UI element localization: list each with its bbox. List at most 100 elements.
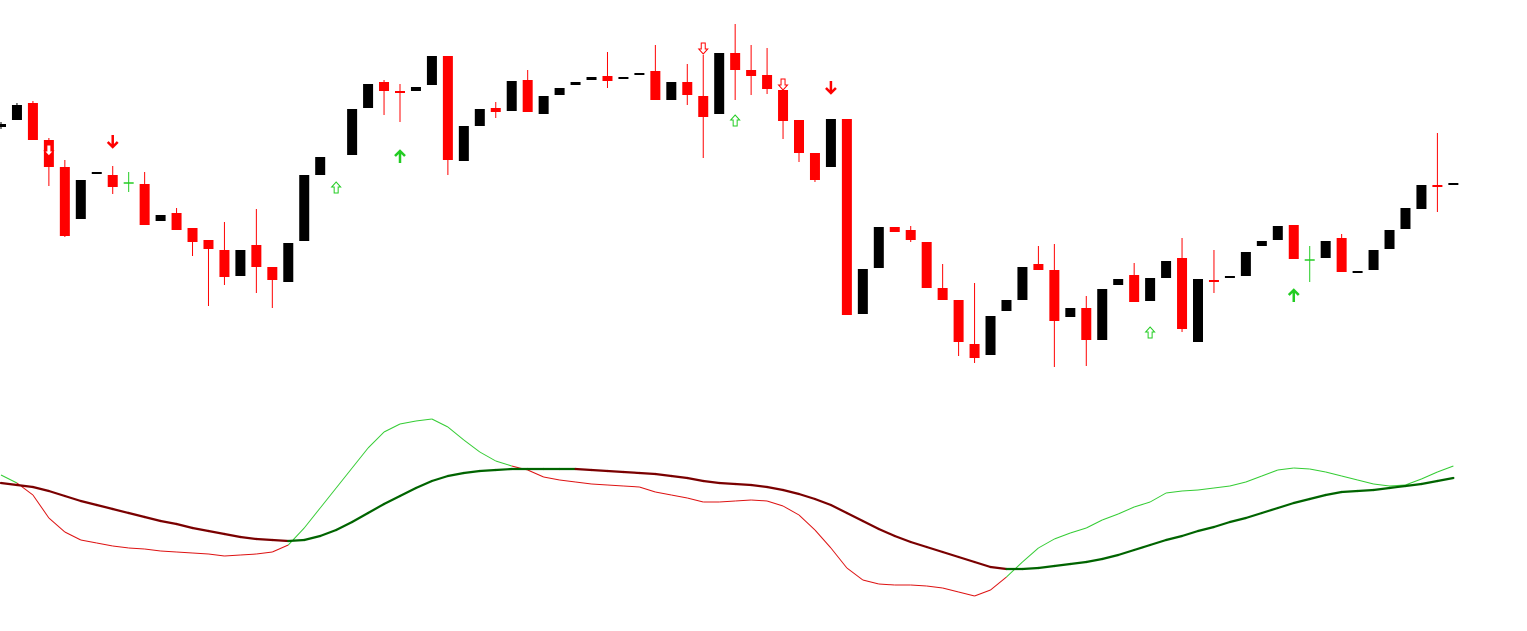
candle-body [1081, 308, 1092, 340]
slow-line-segment [638, 471, 657, 476]
slow-line-segment [303, 534, 322, 542]
candle-body [794, 120, 804, 153]
slow-line-segment [335, 520, 354, 532]
fast-line-segment [639, 486, 656, 493]
slow-line-segment [462, 469, 481, 475]
slow-line-segment [781, 488, 801, 496]
candle-body [506, 81, 517, 111]
candle-body [985, 316, 996, 355]
slow-line-segment [1292, 497, 1311, 505]
slow-line-segment [845, 511, 864, 523]
candle-body [841, 119, 852, 315]
candle-body [1288, 225, 1299, 259]
candle-body [347, 109, 358, 155]
slow-line-segment [893, 534, 912, 544]
candle-body [1145, 278, 1156, 301]
candle-body [1065, 308, 1076, 317]
slow-line-segment [702, 479, 721, 485]
candle-body [666, 82, 677, 100]
slow-line-segment [1228, 516, 1247, 524]
candle-body [299, 175, 310, 241]
candle-body [714, 53, 725, 114]
slow-line-segment [718, 481, 737, 486]
fast-line-segment [1325, 471, 1342, 477]
candle-body [1320, 241, 1331, 258]
fast-line-segment [1357, 479, 1374, 485]
candle-body [1001, 300, 1012, 311]
fast-line-segment [862, 579, 879, 585]
slow-line-segment [1260, 506, 1279, 515]
fast-line-segment [463, 439, 481, 453]
signal-arrow [106, 135, 119, 149]
slow-line-segment [877, 527, 896, 538]
fast-line-segment [415, 418, 432, 422]
fast-line-segment [846, 567, 864, 581]
candle-body [11, 105, 22, 120]
slow-line-segment [1244, 511, 1263, 520]
candle-body [1049, 270, 1060, 321]
fast-line-segment [112, 545, 129, 549]
signal-arrow [697, 42, 709, 55]
candle-body [139, 184, 150, 225]
candle-body [825, 119, 836, 167]
slow-line-segment [1117, 548, 1136, 557]
candle-body [522, 80, 533, 112]
slow-line-segment [1149, 538, 1168, 547]
slow-line-segment [829, 503, 848, 515]
candle-body [921, 242, 932, 288]
signal-arrow [1144, 326, 1156, 339]
fast-line-segment [1197, 487, 1215, 491]
slow-line-segment [813, 497, 833, 507]
fast-line-segment [1405, 478, 1422, 486]
slow-line-segment [622, 470, 641, 475]
slow-line-segment [111, 507, 130, 515]
candle-body [91, 172, 102, 174]
candle-body [251, 245, 262, 267]
fast-line-segment [559, 479, 576, 483]
slow-line-segment [95, 503, 114, 511]
slow-line-segment [31, 485, 50, 493]
fast-line-segment [974, 589, 991, 597]
slow-line-segment [239, 535, 258, 541]
slow-line-segment [175, 522, 194, 530]
fast-line-segment [830, 547, 848, 569]
fast-line-segment [0, 474, 18, 484]
candle-body [634, 73, 645, 75]
slow-line-segment [1133, 543, 1152, 552]
candle-body [187, 228, 198, 242]
slow-line-segment [446, 471, 465, 478]
candle-body [1272, 226, 1283, 240]
candle-body [1336, 238, 1347, 272]
candle-body [490, 108, 501, 112]
fast-line-segment [1117, 506, 1135, 515]
candle-body [762, 75, 773, 89]
slow-line-segment [1164, 534, 1184, 542]
fast-line-segment [798, 514, 816, 531]
signal-arrow [1287, 288, 1300, 302]
candle-body [778, 90, 789, 121]
candle-body [937, 288, 948, 300]
candle-body [873, 227, 884, 268]
fast-line-segment [1373, 483, 1390, 487]
slow-line-segment [366, 502, 386, 515]
fast-line-segment [240, 553, 257, 556]
candle-body [730, 53, 741, 70]
slow-line-segment [223, 532, 242, 539]
fast-line-segment [1229, 481, 1247, 487]
candle-body [203, 240, 214, 249]
fast-line-segment [1389, 484, 1406, 487]
candle-body [889, 227, 900, 232]
fast-line-segment [431, 418, 449, 428]
fast-line-segment [96, 542, 113, 547]
fast-line-segment [80, 539, 97, 544]
candle-body [953, 300, 964, 342]
candle-body [1416, 185, 1427, 209]
slow-line-segment [1372, 486, 1391, 492]
slow-line-segment [574, 467, 593, 472]
slow-line-segment [925, 545, 944, 554]
candle-body [1384, 230, 1395, 249]
fast-line-segment [671, 494, 688, 499]
fast-line-segment [367, 431, 385, 449]
slow-line-segment [909, 540, 928, 549]
